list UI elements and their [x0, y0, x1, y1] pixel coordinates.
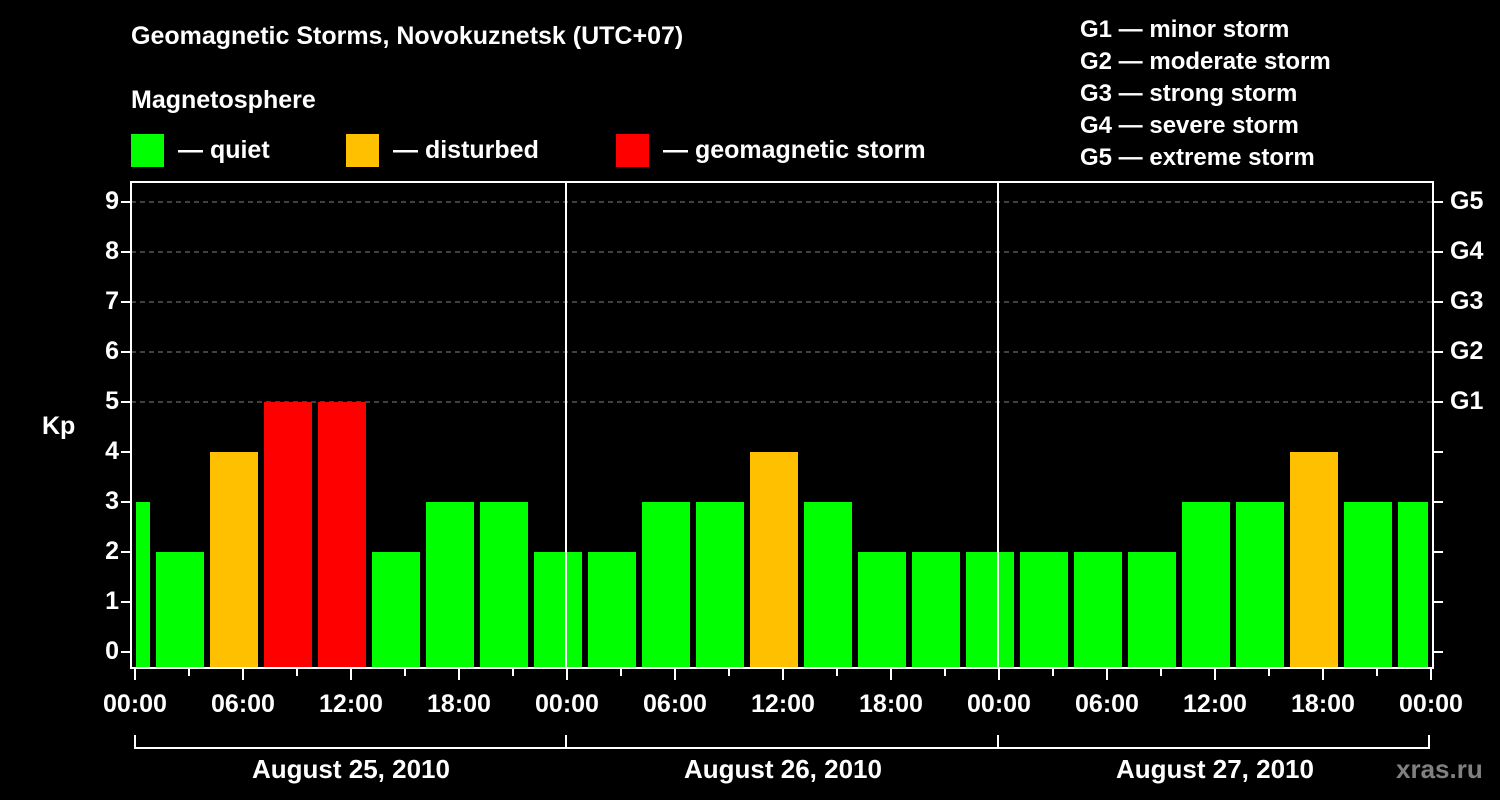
y-tick-label: 6 — [105, 337, 119, 365]
kp-bar — [966, 552, 1014, 667]
x-tick-label: 06:00 — [643, 690, 707, 718]
x-tick-label: 12:00 — [1183, 690, 1247, 718]
x-tick-label: 18:00 — [1291, 690, 1355, 718]
storm-swatch-icon — [616, 134, 649, 167]
quiet-swatch-icon — [131, 134, 164, 167]
day-label: August 27, 2010 — [1116, 754, 1314, 784]
kp-bar — [1290, 452, 1338, 667]
x-tick-label: 06:00 — [211, 690, 275, 718]
x-tick-label: 18:00 — [859, 690, 923, 718]
x-tick-label: 18:00 — [427, 690, 491, 718]
g-tick-label: G5 — [1450, 187, 1484, 215]
kp-bar — [912, 552, 960, 667]
legend-quiet: — quiet — [131, 134, 270, 167]
kp-bar — [1344, 502, 1392, 667]
kp-bar — [480, 502, 528, 667]
y-tick-label: 0 — [105, 637, 119, 665]
y-tick-label: 9 — [105, 187, 119, 215]
day-label: August 26, 2010 — [684, 754, 882, 784]
y-tick-label: 4 — [105, 437, 119, 465]
kp-bar — [1182, 502, 1230, 667]
legend-storm: — geomagnetic storm — [616, 134, 926, 167]
g-scale-item: G1 — minor storm — [1080, 16, 1290, 43]
kp-bar — [588, 552, 636, 667]
g-scale-legend: G1 — minor storm G2 — moderate storm G3 … — [1080, 14, 1331, 174]
kp-bar — [156, 552, 204, 667]
x-tick-label: 00:00 — [1399, 690, 1463, 718]
x-tick-label: 00:00 — [967, 690, 1031, 718]
y-tick-label: 8 — [105, 237, 119, 265]
g-tick-label: G4 — [1450, 237, 1484, 265]
kp-bar — [136, 502, 150, 667]
x-tick-label: 00:00 — [535, 690, 599, 718]
x-tick-label: 06:00 — [1075, 690, 1139, 718]
x-tick-label: 12:00 — [751, 690, 815, 718]
g-tick-label: G2 — [1450, 337, 1484, 365]
kp-bar — [1236, 502, 1284, 667]
kp-bar — [750, 452, 798, 667]
x-tick-label: 00:00 — [103, 690, 167, 718]
g-scale-item: G5 — extreme storm — [1080, 144, 1315, 171]
legend-label: — geomagnetic storm — [663, 136, 926, 164]
x-tick-label: 12:00 — [319, 690, 383, 718]
legend-label: — disturbed — [393, 136, 539, 164]
y-tick-label: 5 — [105, 387, 119, 415]
y-axis-title: Kp — [42, 412, 76, 440]
watermark: xras.ru — [1396, 754, 1483, 784]
kp-bar — [642, 502, 690, 667]
g-scale-item: G4 — severe storm — [1080, 112, 1299, 139]
kp-bar — [1128, 552, 1176, 667]
kp-bar — [426, 502, 474, 667]
g-scale-item: G3 — strong storm — [1080, 80, 1298, 107]
kp-bar — [1074, 552, 1122, 667]
chart-subtitle: Magnetosphere — [131, 86, 316, 114]
kp-bar — [264, 402, 312, 667]
y-tick-label: 2 — [105, 537, 119, 565]
legend-disturbed: — disturbed — [346, 134, 539, 167]
y-tick-label: 7 — [105, 287, 119, 315]
kp-bar — [372, 552, 420, 667]
y-tick-label: 1 — [105, 587, 119, 615]
kp-bar — [1398, 502, 1428, 667]
kp-bar — [318, 402, 366, 667]
kp-bar — [534, 552, 582, 667]
g-tick-label: G1 — [1450, 387, 1484, 415]
kp-bar — [1020, 552, 1068, 667]
legend-label: — quiet — [178, 136, 270, 164]
kp-bar — [210, 452, 258, 667]
y-tick-label: 3 — [105, 487, 119, 515]
g-tick-label: G3 — [1450, 287, 1484, 315]
kp-bar — [804, 502, 852, 667]
disturbed-swatch-icon — [346, 134, 379, 167]
chart-title: Geomagnetic Storms, Novokuznetsk (UTC+07… — [131, 22, 684, 50]
kp-bar — [858, 552, 906, 667]
day-label: August 25, 2010 — [252, 754, 450, 784]
kp-bar — [696, 502, 744, 667]
g-scale-item: G2 — moderate storm — [1080, 48, 1331, 75]
